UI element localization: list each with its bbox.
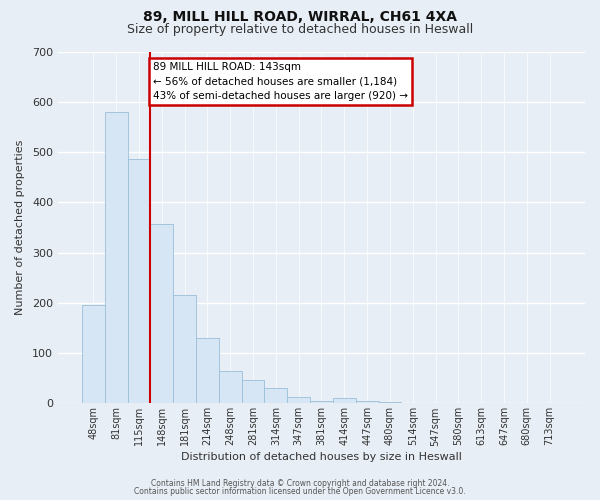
Bar bbox=[356, 401, 379, 404]
Bar bbox=[379, 402, 401, 404]
Bar bbox=[333, 398, 356, 404]
Bar bbox=[265, 388, 287, 404]
X-axis label: Distribution of detached houses by size in Heswall: Distribution of detached houses by size … bbox=[181, 452, 462, 462]
Bar bbox=[173, 295, 196, 404]
Bar bbox=[242, 380, 265, 404]
Y-axis label: Number of detached properties: Number of detached properties bbox=[15, 140, 25, 315]
Text: 89, MILL HILL ROAD, WIRRAL, CH61 4XA: 89, MILL HILL ROAD, WIRRAL, CH61 4XA bbox=[143, 10, 457, 24]
Text: 89 MILL HILL ROAD: 143sqm
← 56% of detached houses are smaller (1,184)
43% of se: 89 MILL HILL ROAD: 143sqm ← 56% of detac… bbox=[153, 62, 408, 101]
Text: Size of property relative to detached houses in Heswall: Size of property relative to detached ho… bbox=[127, 22, 473, 36]
Text: Contains public sector information licensed under the Open Government Licence v3: Contains public sector information licen… bbox=[134, 487, 466, 496]
Bar bbox=[151, 224, 173, 404]
Bar bbox=[310, 401, 333, 404]
Bar bbox=[287, 398, 310, 404]
Text: Contains HM Land Registry data © Crown copyright and database right 2024.: Contains HM Land Registry data © Crown c… bbox=[151, 478, 449, 488]
Bar bbox=[196, 338, 219, 404]
Bar bbox=[219, 370, 242, 404]
Bar bbox=[82, 306, 105, 404]
Bar bbox=[128, 158, 151, 404]
Bar bbox=[105, 112, 128, 404]
